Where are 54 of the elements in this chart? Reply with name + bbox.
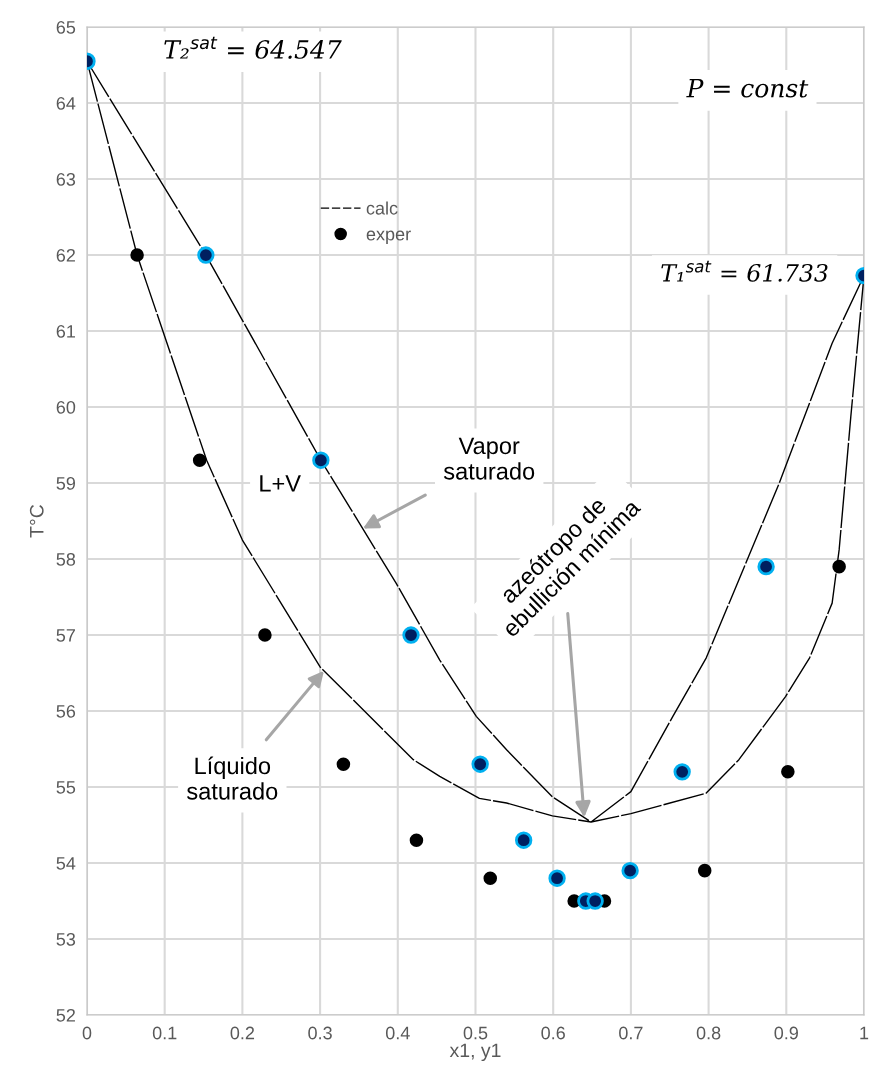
point bbox=[832, 559, 846, 574]
y-tick-label: 62 bbox=[56, 248, 75, 262]
x-tick-label: 0.4 bbox=[385, 1026, 410, 1040]
annotation: T₁$^{sat}$ = 61.733 bbox=[661, 260, 828, 282]
point bbox=[621, 861, 639, 880]
x-tick-label: 0.3 bbox=[308, 1026, 332, 1040]
y-tick-label: 60 bbox=[56, 400, 76, 414]
point bbox=[409, 833, 424, 847]
y-tick-label: 55 bbox=[56, 781, 76, 794]
x-tick-label: 0 bbox=[82, 1026, 92, 1040]
x-tick-label: 0.8 bbox=[696, 1026, 721, 1040]
x-tick-label: 0.7 bbox=[619, 1026, 643, 1040]
point bbox=[548, 869, 566, 887]
y-tick-label: 58 bbox=[56, 552, 76, 566]
point bbox=[697, 863, 712, 878]
x-tick-label: 0.2 bbox=[230, 1026, 255, 1040]
y-tick-label: 64 bbox=[56, 96, 76, 110]
point bbox=[130, 248, 144, 262]
x-tick-label: 0.9 bbox=[774, 1026, 798, 1040]
y-tick-label: 57 bbox=[56, 629, 75, 642]
legend-label: calc bbox=[366, 201, 398, 215]
y-tick-label: 61 bbox=[56, 324, 75, 338]
x-tick-label: 0.6 bbox=[541, 1026, 565, 1040]
point bbox=[402, 626, 420, 644]
point bbox=[471, 755, 489, 773]
point bbox=[192, 453, 207, 468]
x-axis-title: x1, y1 bbox=[449, 1043, 501, 1062]
y-tick-label: 56 bbox=[56, 704, 76, 718]
y-tick-label: 63 bbox=[56, 172, 76, 186]
point bbox=[197, 246, 215, 264]
annotation: L+V bbox=[260, 475, 301, 492]
x-tick-label: 0.5 bbox=[463, 1026, 488, 1040]
point bbox=[483, 871, 498, 885]
point bbox=[757, 557, 775, 576]
point bbox=[514, 831, 533, 849]
point bbox=[258, 628, 272, 642]
annotation: T₂$^{sat}$ = 64.547 bbox=[164, 36, 342, 59]
annotation: P = const bbox=[686, 78, 809, 98]
point bbox=[586, 892, 604, 910]
point bbox=[781, 765, 795, 779]
y-tick-label: 59 bbox=[56, 476, 76, 490]
point bbox=[312, 451, 330, 469]
annotation: Vapor saturado bbox=[443, 437, 535, 480]
x-tick-label: 0.1 bbox=[152, 1026, 177, 1040]
y-tick-label: 53 bbox=[56, 932, 76, 946]
y-tick-label: 54 bbox=[56, 857, 76, 870]
y-axis-title: T°C bbox=[29, 504, 44, 538]
point bbox=[673, 763, 691, 781]
y-tick-label: 52 bbox=[56, 1008, 75, 1022]
legend-label: exper bbox=[366, 230, 411, 245]
x-tick-label: 1 bbox=[860, 1026, 869, 1040]
y-tick-label: 65 bbox=[56, 20, 76, 34]
point bbox=[336, 757, 351, 771]
annotation: Líquido saturado bbox=[187, 756, 278, 800]
